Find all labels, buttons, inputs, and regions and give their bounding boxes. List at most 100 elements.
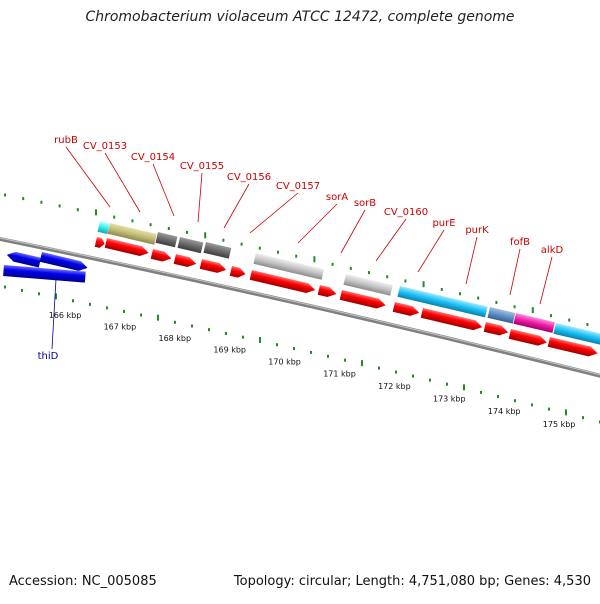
gene-label[interactable]: purE <box>432 218 455 229</box>
cds-forward-arrow[interactable] <box>150 249 173 263</box>
cds-forward-arrow[interactable] <box>392 302 421 318</box>
feature-block[interactable] <box>203 242 232 259</box>
gc-tick <box>586 323 589 327</box>
cds-forward-arrow[interactable] <box>317 285 338 299</box>
gc-tick <box>21 288 23 292</box>
cds-forward-arrow[interactable] <box>173 254 198 269</box>
feature-block[interactable] <box>177 237 204 254</box>
feature-track <box>97 221 600 345</box>
feature-block[interactable] <box>487 307 516 324</box>
gc-tick <box>459 292 461 296</box>
gene-label[interactable]: purK <box>465 225 489 236</box>
backbone-line <box>0 236 600 378</box>
feature-block[interactable] <box>107 223 157 245</box>
label-leader-line <box>152 163 175 217</box>
gc-tick <box>497 395 499 399</box>
gc-tick <box>89 302 91 306</box>
gc-tick <box>531 403 533 407</box>
cds-forward-arrow[interactable] <box>199 259 228 275</box>
gc-tick <box>55 293 57 300</box>
feature-block[interactable] <box>97 221 110 235</box>
gc-tick <box>313 256 316 263</box>
cds-forward-arrow[interactable] <box>249 270 317 295</box>
scale-tick-label: 170 kbp <box>268 357 301 366</box>
gene-label[interactable]: sorA <box>326 192 348 203</box>
cds-forward-arrow[interactable] <box>483 322 510 337</box>
cds-forward-arrow[interactable] <box>39 252 89 273</box>
feature-block[interactable] <box>253 253 325 280</box>
label-leader-line <box>197 172 203 223</box>
gc-tick <box>349 266 352 270</box>
gene-label[interactable]: CV_0160 <box>384 207 428 218</box>
feature-block[interactable] <box>343 274 393 296</box>
gc-tick <box>531 307 534 314</box>
gc-tick <box>368 271 370 275</box>
scale-tick-label: 171 kbp <box>323 370 356 379</box>
gc-tick <box>277 250 279 254</box>
scale-tick-label: 169 kbp <box>213 346 246 355</box>
label-leader-line <box>340 209 366 254</box>
gc-tick <box>131 219 134 223</box>
genome-stats-text: Topology: circular; Length: 4,751,080 bp… <box>233 574 591 589</box>
gene-label[interactable]: alkD <box>541 245 564 256</box>
gc-tick <box>395 370 397 374</box>
cds-forward-arrow[interactable] <box>547 337 599 358</box>
gc-tick <box>222 238 225 242</box>
gene-label[interactable]: CV_0156 <box>227 172 271 183</box>
feature-block[interactable] <box>513 313 555 333</box>
gene-label[interactable]: CV_0155 <box>180 161 224 172</box>
scale-tick-label: 166 kbp <box>49 311 82 320</box>
gene-label[interactable]: sorB <box>354 198 376 209</box>
gc-tick <box>225 331 227 335</box>
scale-tick-label: 167 kbp <box>104 322 137 331</box>
label-leader-line <box>465 236 478 285</box>
gc-tick <box>361 360 363 367</box>
cds-forward-arrow[interactable] <box>104 238 150 258</box>
cds-reverse-arrow[interactable] <box>6 250 42 268</box>
label-leader-line <box>297 203 338 244</box>
cds-forward-arrow[interactable] <box>508 329 548 347</box>
cds-track <box>3 237 599 358</box>
gene-label[interactable]: CV_0157 <box>276 181 320 192</box>
gc-tick <box>208 328 210 332</box>
cds-forward-arrow[interactable] <box>339 290 387 310</box>
feature-block[interactable] <box>155 231 178 248</box>
gc-tick <box>480 390 482 394</box>
scale-tick-label: 175 kbp <box>543 420 576 429</box>
gene-label[interactable]: CV_0153 <box>83 141 127 152</box>
gc-tick <box>331 262 334 266</box>
gene-label[interactable]: CV_0154 <box>131 152 175 163</box>
scale-tick-label: 172 kbp <box>378 382 411 391</box>
gc-tick <box>123 309 125 313</box>
gc-tick <box>429 378 431 382</box>
gc-tick <box>191 324 193 328</box>
scale-tick-label: 173 kbp <box>433 394 466 403</box>
gene-label[interactable]: rubB <box>54 135 78 146</box>
gc-tick <box>422 281 425 288</box>
feature-block[interactable] <box>397 286 488 318</box>
gc-tick <box>140 313 142 317</box>
gc-track-inner <box>4 285 600 424</box>
gc-tick <box>344 358 346 362</box>
gc-tick <box>495 300 498 304</box>
label-leader-line <box>417 229 445 273</box>
gc-tick <box>174 320 176 324</box>
gc-tick <box>58 204 61 208</box>
cds-forward-arrow[interactable] <box>94 237 106 249</box>
feature-block[interactable] <box>553 322 600 345</box>
gc-tick <box>22 197 25 201</box>
gc-tick <box>240 242 243 246</box>
gc-tick <box>568 318 571 322</box>
cds-forward-arrow[interactable] <box>420 308 484 332</box>
label-leader-line <box>375 218 407 262</box>
cds-forward-arrow[interactable] <box>229 266 247 279</box>
gc-tick <box>149 223 152 227</box>
gene-label[interactable]: fofB <box>510 237 530 248</box>
gene-label[interactable]: thiD <box>38 351 59 362</box>
gc-tick <box>186 230 188 234</box>
gc-tick <box>310 350 312 354</box>
cds-reverse-block[interactable] <box>3 265 86 283</box>
